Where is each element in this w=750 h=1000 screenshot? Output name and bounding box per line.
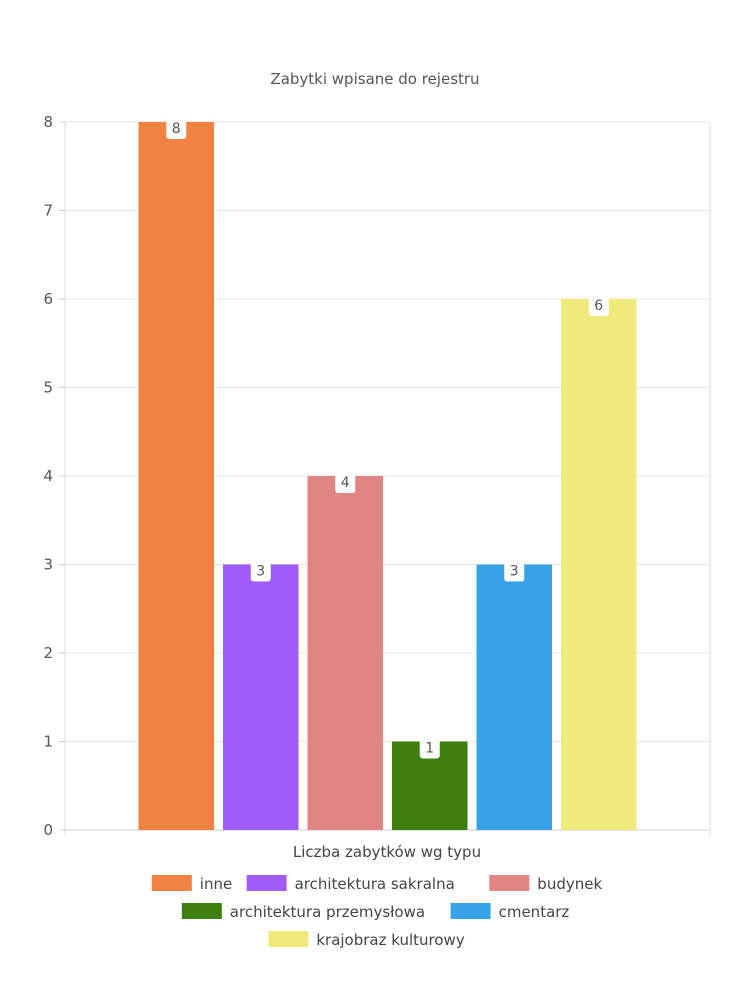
legend-swatch-5	[268, 931, 309, 947]
legend-label: cmentarz	[499, 903, 570, 921]
y-tick-label: 8	[43, 113, 53, 131]
y-tick-label: 6	[43, 290, 53, 308]
y-tick-label: 4	[43, 467, 53, 485]
legend-label: architektura sakralna	[295, 875, 455, 893]
data-label-bg-1	[250, 561, 271, 582]
legend-swatch-3	[181, 903, 222, 919]
data-label: 8	[172, 121, 181, 137]
data-label-bg-3	[419, 738, 440, 759]
bar-0	[138, 122, 214, 830]
y-tick-label: 0	[43, 821, 53, 839]
data-label-bg-2	[335, 473, 356, 493]
legend-swatch-1	[246, 875, 287, 891]
y-tick-label: 2	[43, 644, 53, 662]
x-axis-title: Liczba zabytków wg typu	[293, 843, 481, 861]
legend-swatch-4	[450, 903, 491, 919]
y-tick-label: 1	[43, 733, 53, 751]
bar-5	[561, 299, 637, 830]
legend-label: inne	[200, 875, 232, 893]
legend-label: architektura przemysłowa	[230, 903, 425, 921]
y-tick-label: 7	[43, 202, 53, 220]
bar-2	[307, 476, 383, 830]
data-label: 4	[341, 475, 350, 491]
data-label-bg-5	[588, 296, 609, 316]
legend-label: krajobraz kulturowy	[316, 931, 464, 949]
bar-1	[223, 564, 299, 830]
legend-label: budynek	[537, 875, 602, 893]
y-tick-label: 3	[43, 556, 53, 574]
data-label-bg-4	[504, 561, 525, 582]
chart-title: Zabytki wpisane do rejestru	[270, 70, 479, 88]
data-label: 3	[256, 564, 265, 580]
data-label: 3	[510, 564, 519, 580]
legend-swatch-2	[489, 875, 530, 891]
bar-4	[476, 564, 552, 830]
y-tick-label: 5	[43, 379, 53, 397]
legend-swatch-0	[151, 875, 192, 891]
data-label: 1	[425, 741, 434, 757]
data-label-bg-0	[166, 119, 187, 139]
data-label: 6	[594, 298, 603, 314]
